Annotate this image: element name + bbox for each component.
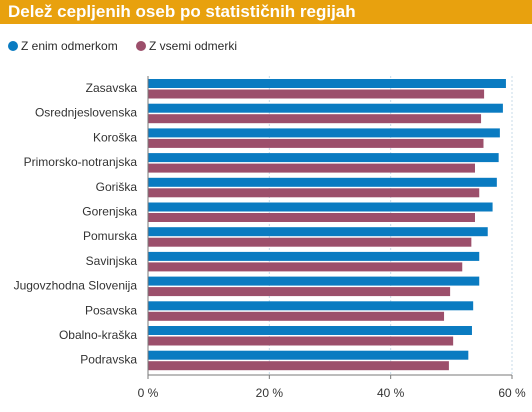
legend-item-series-1: Z enim odmerkom: [8, 38, 118, 54]
bar-one-dose: [148, 227, 488, 237]
category-label: Posavska: [85, 303, 137, 317]
chart-title: Delež cepljenih oseb po statističnih reg…: [8, 2, 356, 21]
bar-all-doses: [148, 188, 480, 198]
category-label: Goriška: [96, 180, 138, 194]
category-label: Savinjska: [86, 254, 138, 268]
bar-one-dose: [148, 202, 493, 212]
category-label: Gorenjska: [82, 205, 137, 219]
bar-one-dose: [148, 177, 497, 187]
category-label: Koroška: [93, 130, 137, 144]
legend-dot-series-2: [136, 41, 146, 51]
bar-one-dose: [148, 128, 500, 138]
bar-all-doses: [148, 361, 449, 371]
x-tick-label: 20 %: [256, 386, 284, 400]
category-label: Obalno-kraška: [59, 328, 137, 342]
legend-label-series-1: Z enim odmerkom: [21, 39, 118, 53]
bar-one-dose: [148, 276, 480, 286]
bar-all-doses: [148, 213, 475, 222]
bar-one-dose: [148, 103, 503, 113]
legend-label-series-2: Z vsemi odmerki: [149, 39, 238, 53]
bar-one-dose: [148, 350, 469, 360]
bar-one-dose: [148, 153, 499, 163]
title-bar: Delež cepljenih oseb po statističnih reg…: [0, 0, 532, 24]
bar-one-dose: [148, 251, 480, 261]
x-tick-label: 40 %: [377, 386, 405, 400]
category-label: Jugovzhodna Slovenija: [14, 279, 138, 293]
category-label: Osrednjeslovenska: [35, 106, 137, 120]
bar-all-doses: [148, 336, 454, 346]
x-tick-label: 0 %: [138, 386, 159, 400]
bar-all-doses: [148, 287, 451, 297]
category-label: Primorsko-notranjska: [24, 155, 138, 169]
bar-all-doses: [148, 89, 485, 99]
x-tick-label: 60 %: [498, 386, 526, 400]
legend-dot-series-1: [8, 41, 18, 51]
category-label: Podravska: [80, 353, 137, 367]
legend-item-series-2: Z vsemi odmerki: [136, 38, 237, 54]
category-label: Pomurska: [83, 229, 137, 243]
bar-all-doses: [148, 114, 482, 124]
bar-all-doses: [148, 311, 445, 321]
bar-all-doses: [148, 138, 484, 148]
bar-all-doses: [148, 163, 475, 173]
category-label: Zasavska: [86, 81, 138, 95]
bar-one-dose: [148, 79, 506, 88]
bar-one-dose: [148, 301, 474, 311]
bar-all-doses: [148, 262, 463, 272]
bar-all-doses: [148, 237, 472, 247]
bar-one-dose: [148, 326, 472, 335]
